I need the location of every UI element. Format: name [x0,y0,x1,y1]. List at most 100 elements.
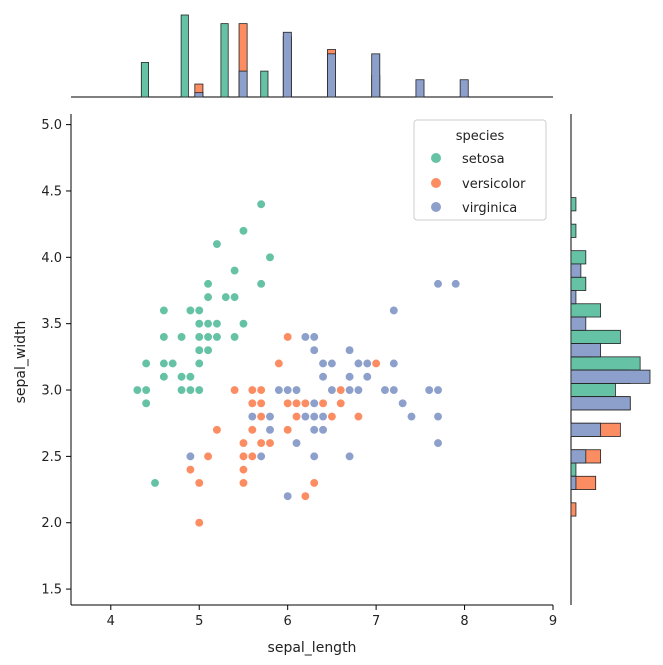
legend: species setosa versicolor virginica [413,119,547,221]
scatter-point-versicolor [212,425,222,435]
scatter-point-virginica [389,358,399,369]
scatter-point-virginica [309,332,319,342]
scatter-point-versicolor [291,398,302,408]
y-tick-label: 4.5 [41,184,62,199]
scatter-point-virginica [327,385,337,395]
legend-frame [413,119,547,221]
scatter-point-virginica [247,411,257,422]
right-hist-bar-versicolor [570,502,577,517]
right-hist-bar-virginica [570,449,587,464]
right-hist-bar-setosa [570,356,641,371]
scatter-point-setosa [194,358,204,369]
y-tick-label: 2.5 [41,450,62,465]
scatter-point-setosa [159,305,169,316]
scatter-point-versicolor [327,411,337,422]
y-tick-label: 1.5 [41,583,62,598]
scatter-point-virginica [433,411,443,422]
scatter-point-versicolor [283,425,293,435]
right-hist-bar-virginica [570,475,577,490]
scatter-point-virginica [389,305,399,316]
legend-marker-versicolor [431,178,441,188]
scatter-point-virginica [389,385,399,395]
y-tick-label: 2.0 [41,516,62,531]
scatter-point-virginica [362,372,372,382]
scatter-point-versicolor [256,411,266,422]
right-hist-bar-virginica [570,290,577,305]
scatter-point-virginica [256,451,266,462]
scatter-point-virginica [265,425,275,435]
scatter-point-virginica [309,411,319,422]
scatter-point-versicolor [256,385,266,395]
scatter-point-setosa [176,385,187,395]
legend-label-setosa: setosa [462,152,505,167]
x-tick-label: 9 [549,614,557,629]
y-tick-label: 3.0 [41,384,62,399]
x-tick-label: 5 [195,614,203,629]
scatter-point-versicolor [336,398,346,408]
scatter-point-versicolor [256,438,266,448]
scatter-point-setosa [132,385,142,395]
right-hist-bar-setosa [570,329,621,344]
main-axes: 4 5 6 7 8 9 1.5 2.0 2.5 3.0 3.5 4.0 4.5 5.0 [41,114,557,629]
scatter-point-virginica [318,358,328,369]
scatter-point-versicolor [300,491,311,501]
right-marginal-histogram [570,114,651,605]
scatter-point-virginica [265,411,275,422]
legend-marker-setosa [431,153,441,163]
y-axis-label: sepal_width [13,321,29,404]
scatter-point-setosa [176,372,187,382]
scatter-point-virginica [318,372,328,382]
right-hist-bar-setosa [570,223,577,238]
scatter-point-versicolor [247,398,257,408]
scatter-point-virginica [274,385,284,395]
top-hist-bar-setosa [260,70,269,98]
scatter-point-virginica [309,451,319,462]
scatter-point-versicolor [238,438,249,448]
scatter-point-virginica [300,411,311,422]
scatter-point-setosa [141,398,151,408]
scatter-point-versicolor [238,478,249,488]
scatter-point-versicolor [274,358,284,369]
top-hist-bar-virginica [371,53,381,98]
scatter-point-versicolor [336,385,346,395]
scatter-point-setosa [203,345,213,355]
right-hist-bar-setosa [570,250,587,265]
top-marginal-histogram [71,14,553,98]
scatter-point-virginica [344,345,355,355]
right-hist-bar-setosa [570,197,577,212]
scatter-point-versicolor [238,464,249,475]
scatter-point-virginica [309,398,319,408]
scatter-point-virginica [406,411,417,422]
scatter-point-setosa [176,332,187,342]
scatter-point-setosa [238,319,249,329]
scatter-point-versicolor [247,425,257,435]
y-tick-label: 3.5 [41,317,62,332]
scatter-point-versicolor [353,411,364,422]
scatter-point-versicolor [203,451,213,462]
scatter-point-setosa [194,305,204,316]
scatter-point-versicolor [247,385,257,395]
scatter-point-virginica [380,385,390,395]
scatter-point-setosa [159,332,169,342]
scatter-point-versicolor [283,398,293,408]
right-hist-bar-setosa [570,276,587,291]
scatter-point-versicolor [247,451,257,462]
top-hist-bar-virginica [282,31,292,98]
right-hist-bar-virginica [570,422,602,437]
scatter-point-setosa [212,319,222,329]
x-tick-label: 4 [107,614,115,629]
right-hist-bar-virginica [570,343,602,358]
scatter-point-virginica [433,385,443,395]
scatter-point-setosa [159,358,169,369]
scatter-point-virginica [344,451,355,462]
legend-label-versicolor: versicolor [462,177,526,192]
scatter-point-setosa [150,478,160,488]
scatter-point-virginica [185,451,196,462]
scatter-point-virginica [424,385,434,395]
scatter-point-virginica [353,358,364,369]
scatter-point-setosa [265,252,275,262]
scatter-point-setosa [141,385,151,395]
scatter-point-virginica [318,411,328,422]
scatter-point-virginica [362,358,372,369]
top-hist-bar-virginica [238,70,248,98]
